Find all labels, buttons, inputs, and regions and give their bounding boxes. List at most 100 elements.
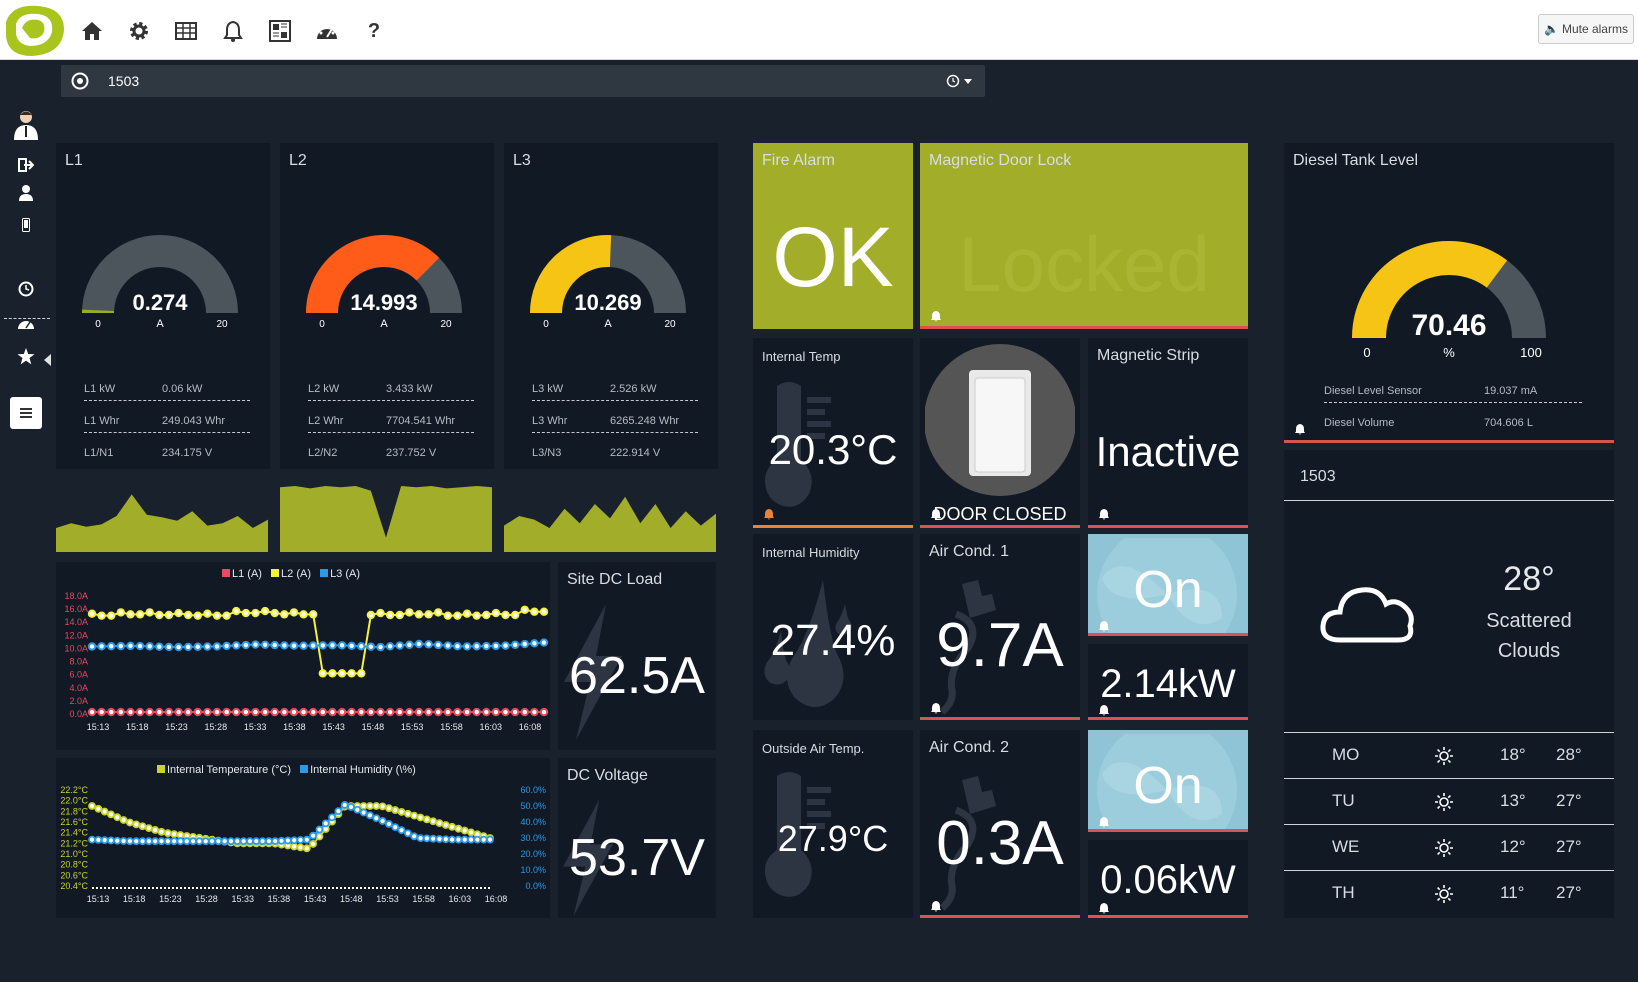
forecast-high: 27° [1556,791,1582,810]
data-point [443,707,453,717]
metric-label: L3 Whr [532,415,568,427]
data-point [87,707,97,717]
x-tick-label: 15:58 [412,894,435,904]
bell-icon[interactable] [1294,423,1306,435]
data-point [170,837,179,846]
bell-icon[interactable] [930,900,942,912]
internal-temp-status-bar [753,525,913,528]
y-tick-label: 14.0A [64,617,88,627]
gauge-fill [306,235,440,314]
data-point [299,641,308,650]
legend-humidity[interactable]: Internal Humidity (\%) [310,764,416,776]
legend-l3[interactable]: L3 (A) [330,568,361,580]
profile-icon[interactable] [13,180,39,206]
x-tick-label: 15:53 [376,894,399,904]
data-point [395,641,404,650]
data-point [366,811,374,820]
data-point [416,834,425,843]
data-point [241,707,251,717]
bell-icon[interactable] [1098,620,1110,632]
data-point [340,801,349,809]
diesel-gauge-unit: % [1443,345,1455,360]
data-point [337,641,347,650]
data-point [337,669,347,678]
data-point [157,837,166,846]
data-point [239,837,248,846]
data-point [280,707,289,717]
legend-temperature[interactable]: Internal Temperature (°C) [167,764,292,776]
data-point [405,707,414,717]
air-cond-1-state: On [1133,561,1203,619]
mobile-icon[interactable] [13,212,39,238]
bell-icon[interactable] [1098,508,1110,520]
bell-icon[interactable] [930,702,942,714]
data-point [434,608,443,617]
data-point [174,707,183,717]
y-left-tick-label: 21.6°C [60,817,88,827]
sun-icon [1435,839,1453,857]
speedometer-icon[interactable] [314,18,340,44]
data-point [214,837,223,846]
mute-alarms-button[interactable]: 🔈 Mute alarms [1538,14,1634,44]
brand-logo[interactable] [2,2,66,58]
collapse-sidebar-icon[interactable] [44,354,51,366]
star-icon[interactable] [13,343,39,369]
forecast-low: 13° [1500,791,1526,810]
device-search-bar[interactable]: 1503 [61,65,985,97]
data-point [277,836,286,845]
search-input[interactable]: 1503 [108,73,140,89]
history-icon[interactable] [13,276,39,302]
dashboard-icon[interactable] [13,310,39,336]
x-tick-label: 15:43 [322,722,345,732]
chevron-down-icon[interactable] [964,79,972,84]
phase-metric-row: L2 kW 3.433 kW [308,379,474,401]
y-left-tick-label: 21.4°C [60,828,88,838]
forecast-day: WE [1332,837,1360,856]
lightning-icon [563,799,613,917]
bell-icon[interactable] [220,18,246,44]
phase-gauge: 0.274 A 0 20 [82,235,238,330]
bell-icon[interactable] [1098,816,1110,828]
time-range-icon[interactable] [946,74,960,88]
data-point [283,836,292,845]
air-cond-2-power: 0.06kW [1100,858,1236,902]
data-point [203,609,212,618]
data-point [422,834,431,843]
phase-metric-row: L1/N1 234.175 V [84,443,250,465]
user-avatar[interactable] [13,108,39,142]
home-icon[interactable] [79,18,105,44]
legend-l2[interactable]: L2 (A) [281,568,311,580]
data-point [434,640,443,650]
target-icon [71,72,89,90]
bell-icon[interactable] [1098,902,1110,914]
data-point [302,835,311,844]
table-icon[interactable] [173,18,199,44]
bell-icon[interactable] [763,508,775,520]
gear-icon[interactable] [126,18,152,44]
door-lock-title: Magnetic Door Lock [929,152,1072,169]
bell-icon[interactable] [930,310,942,322]
outside-temp-panel: Outside Air Temp. 27.9°C [753,730,913,918]
bell-icon[interactable] [1098,704,1110,716]
diesel-gauge-value: 70.46 [1411,309,1486,342]
dashboard-grid-icon[interactable] [267,18,293,44]
help-icon[interactable]: ? [367,19,381,42]
x-tick-label: 15:48 [340,894,363,904]
data-point [252,837,261,846]
data-point [530,607,539,616]
gauge-fill [1352,241,1508,339]
data-point [520,707,529,717]
menu-button[interactable] [10,397,42,429]
bell-icon[interactable] [930,508,942,520]
data-point [510,640,520,650]
logout-icon[interactable] [13,152,39,178]
data-point [290,842,299,851]
dc-voltage-value: 53.7V [569,829,705,887]
diesel-gauge-min: 0 [1363,345,1370,360]
legend-l1[interactable]: L1 (A) [232,568,262,580]
data-point [530,639,539,648]
y-left-tick-label: 21.2°C [60,838,88,848]
site-dc-load-value: 62.5A [569,647,705,705]
air-cond-2-state-bar [1088,829,1248,832]
data-point [372,802,381,810]
